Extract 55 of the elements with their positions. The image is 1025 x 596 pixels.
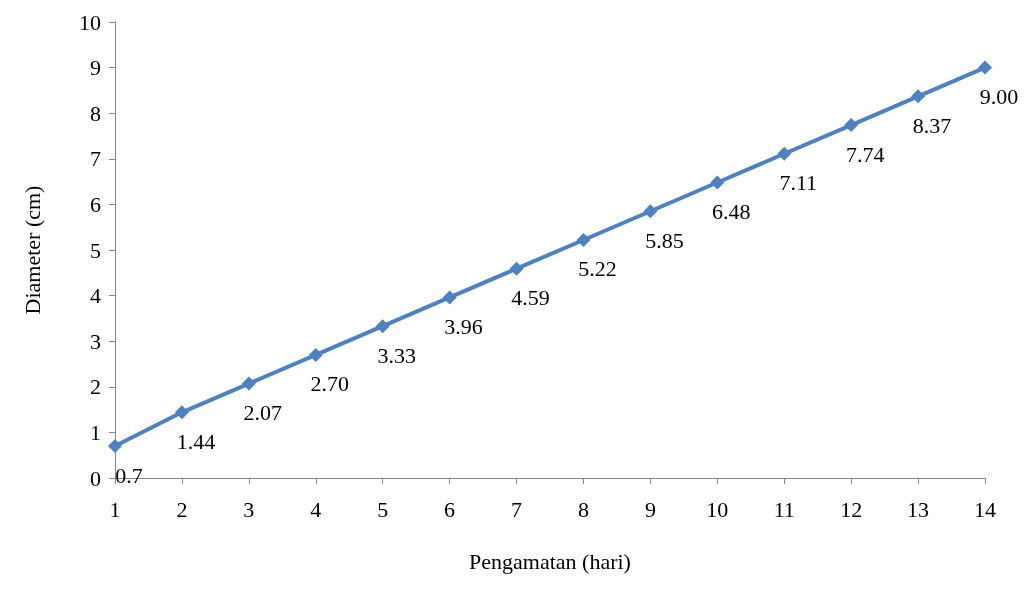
x-tick-label: 12: [840, 496, 863, 522]
y-tick-label: 1: [90, 419, 101, 445]
data-label: 1.44: [176, 428, 216, 454]
point: [174, 405, 189, 420]
y-axis-title: Diameter (cm): [19, 185, 45, 315]
y-tick-label: 3: [90, 328, 101, 354]
x-tick-label: 4: [310, 496, 322, 522]
point: [509, 261, 524, 276]
x-tick-label: 5: [377, 496, 389, 522]
data-label: 0.7: [115, 462, 143, 488]
x-tick-label: 14: [974, 496, 996, 522]
y-tick-label: 4: [90, 283, 101, 309]
data-label: 6.48: [712, 199, 751, 225]
y-tick-label: 5: [90, 237, 101, 263]
data-label: 4.59: [511, 285, 550, 311]
point: [844, 118, 859, 133]
x-tick-label: 1: [109, 496, 121, 522]
x-tick-label: 10: [706, 496, 729, 522]
x-tick-label: 3: [243, 496, 255, 522]
point: [308, 347, 323, 362]
x-tick-label: 2: [176, 496, 188, 522]
x-tick-label: 11: [773, 496, 795, 522]
data-label: 3.96: [444, 313, 483, 339]
point: [777, 146, 792, 161]
y-tick-label: 6: [90, 191, 101, 217]
x-axis-title: Pengamatan (hari): [469, 548, 631, 574]
point: [108, 439, 122, 454]
point: [442, 290, 457, 305]
y-tick-label: 2: [90, 374, 101, 400]
y-tick-label: 10: [79, 9, 101, 35]
point: [978, 60, 992, 75]
data-label: 5.22: [578, 256, 617, 282]
x-tick-label: 6: [444, 496, 456, 522]
point: [241, 376, 256, 391]
x-tick-label: 9: [644, 496, 656, 522]
data-label: 7.74: [845, 141, 885, 167]
x-tick-label: 7: [511, 496, 523, 522]
x-tick-label: 8: [577, 496, 589, 522]
data-label: 3.33: [377, 342, 416, 368]
y-tick-label: 9: [90, 55, 101, 81]
data-label: 2.70: [310, 371, 350, 397]
point: [375, 319, 390, 334]
data-label: 5.85: [645, 227, 684, 253]
y-tick-label: 8: [90, 100, 101, 126]
data-label: 9.00: [979, 84, 1019, 110]
data-label: 7.11: [779, 170, 818, 196]
point: [576, 232, 591, 247]
point: [643, 204, 658, 219]
point: [911, 89, 926, 104]
data-label: 8.37: [912, 112, 952, 138]
x-tick-label: 13: [907, 496, 930, 522]
y-tick-label: 0: [90, 465, 101, 491]
point: [710, 175, 725, 190]
y-tick-label: 7: [90, 146, 101, 172]
data-label: 2.07: [243, 400, 283, 426]
